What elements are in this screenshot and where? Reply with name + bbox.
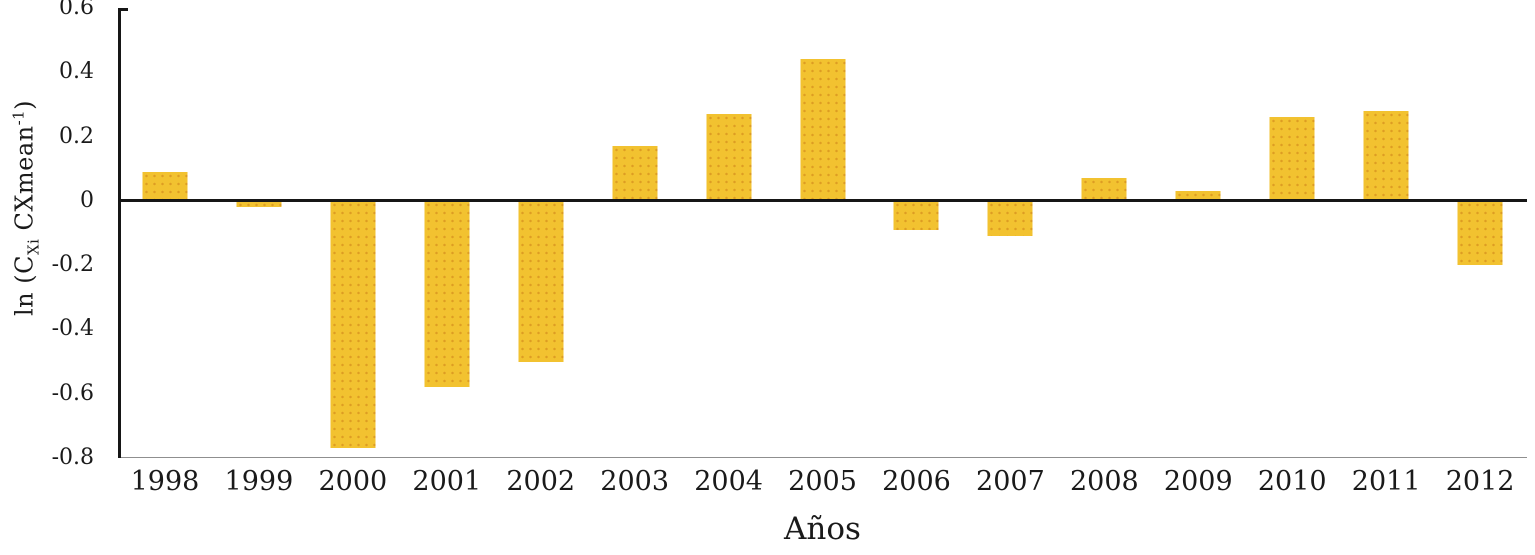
bar-2007 (987, 200, 1033, 237)
bars-container (118, 8, 1527, 458)
plot-area (118, 8, 1527, 458)
bar-slot-2010 (1245, 8, 1339, 458)
x-tick-label-1999: 1999 (224, 466, 294, 497)
x-tick-label-2008: 2008 (1069, 466, 1139, 497)
bar-slot-2009 (1151, 8, 1245, 458)
bar-2000 (330, 200, 376, 449)
y-tick-label: -0.8 (51, 445, 94, 470)
x-tick-label-1998: 1998 (130, 466, 200, 497)
bar-slot-2008 (1057, 8, 1151, 458)
y-tick-label: 0.2 (59, 123, 94, 149)
x-tick-label-2011: 2011 (1351, 466, 1421, 497)
bar-2001 (424, 200, 470, 388)
x-tick-label-2010: 2010 (1257, 466, 1327, 497)
bar-2005 (800, 59, 846, 201)
bar-slot-2004 (682, 8, 776, 458)
bar-slot-1998 (118, 8, 212, 458)
bar-slot-2012 (1433, 8, 1527, 458)
y-tick-label: 0 (80, 187, 94, 213)
bar-2004 (706, 114, 752, 201)
bar-2003 (612, 146, 658, 201)
bar-slot-2011 (1339, 8, 1433, 458)
y-axis-top-tick (118, 8, 128, 11)
x-tick-label-2005: 2005 (788, 466, 857, 497)
bar-slot-1999 (212, 8, 306, 458)
x-tick-label-2003: 2003 (600, 466, 670, 497)
y-axis-line (118, 8, 121, 458)
bar-slot-2006 (870, 8, 964, 458)
y-tick-label: -0.2 (51, 252, 94, 278)
bar-2008 (1081, 178, 1127, 201)
bar-slot-2005 (776, 8, 870, 458)
x-axis-title: Años (784, 511, 861, 547)
zero-axis-line (118, 199, 1527, 203)
bar-slot-2001 (400, 8, 494, 458)
bar-slot-2002 (494, 8, 588, 458)
x-tick-label-2000: 2000 (318, 466, 388, 497)
bar-2006 (893, 200, 939, 230)
x-tick-label-2004: 2004 (694, 466, 763, 497)
bar-2012 (1457, 200, 1503, 266)
bar-1999 (236, 200, 282, 208)
bar-2002 (518, 200, 564, 362)
x-tick-label-2006: 2006 (882, 466, 951, 497)
bar-2010 (1269, 117, 1315, 201)
x-tick-label-2001: 2001 (412, 466, 482, 497)
bar-1998 (142, 171, 188, 201)
x-tick-label-2002: 2002 (506, 466, 576, 497)
bar-slot-2000 (306, 8, 400, 458)
x-tick-label-2009: 2009 (1163, 466, 1233, 497)
x-axis-tick-labels: 1998 1999 2000 2001 2002 2003 2004 2005 2006 2007… (118, 466, 1527, 498)
bar-slot-2003 (588, 8, 682, 458)
y-axis-tick-labels: 0.6 0.4 0.2 0 -0.2 -0.4 -0.6 -0.8 (0, 0, 104, 469)
bar-2011 (1363, 110, 1409, 201)
bar-2009 (1175, 191, 1221, 201)
y-tick-label: -0.4 (51, 316, 94, 342)
x-tick-label-2007: 2007 (976, 466, 1045, 497)
plot-bottom-line (118, 457, 1527, 458)
x-tick-label-2012: 2012 (1445, 466, 1515, 497)
y-tick-label: -0.6 (51, 380, 94, 406)
bar-slot-2007 (963, 8, 1057, 458)
y-tick-label: 0.6 (59, 0, 94, 20)
y-tick-label: 0.4 (59, 59, 94, 85)
